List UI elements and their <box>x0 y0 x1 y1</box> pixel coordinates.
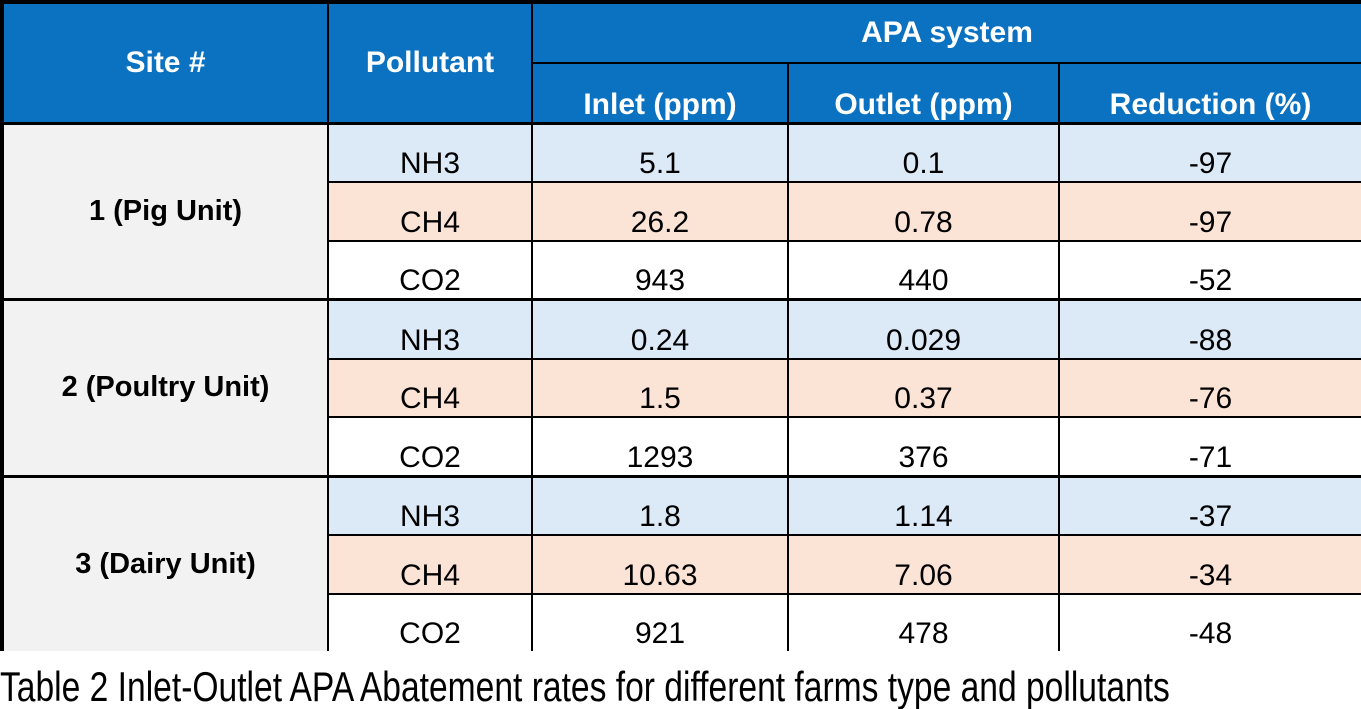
reduction-value-cell: -88 <box>1058 298 1361 360</box>
header-row-sub: Inlet (ppm) Outlet (ppm) Reduction (%) <box>2 62 1361 125</box>
pollutant-cell: NH3 <box>327 298 533 360</box>
reduction-value-cell: -48 <box>1058 592 1361 654</box>
table-row: CH4 1.5 0.37 -76 <box>2 357 1361 419</box>
table-row: CH4 26.2 0.78 -97 <box>2 181 1361 242</box>
outlet-value-cell: 7.06 <box>787 534 1060 595</box>
table-body: 1 (Pig Unit) NH3 5.1 0.1 -97 CH4 26.2 0.… <box>1 121 1361 654</box>
outlet-value-cell: 1.14 <box>787 474 1060 537</box>
inlet-value-cell: 1.8 <box>531 474 789 537</box>
header-outlet: Outlet (ppm) <box>787 62 1060 125</box>
reduction-value-cell: -97 <box>1058 122 1361 184</box>
header-site: Site # <box>1 1 329 125</box>
reduction-value-cell: -52 <box>1058 239 1361 301</box>
table-row: 3 (Dairy Unit) NH3 1.8 1.14 -37 <box>1 474 1361 654</box>
pollutant-cell: NH3 <box>327 474 533 537</box>
inlet-value-cell: 5.1 <box>531 122 789 184</box>
reduction-value-cell: -34 <box>1058 534 1361 595</box>
header-inlet: Inlet (ppm) <box>531 62 789 125</box>
pollutant-cell: CH4 <box>327 534 533 595</box>
table-row: CO2 943 440 -52 <box>2 239 1361 301</box>
table-row: CO2 1293 376 -71 <box>2 416 1361 478</box>
inlet-value-cell: 943 <box>531 239 789 301</box>
header-apa-system: APA system <box>531 1 1361 64</box>
pollutant-cell: CO2 <box>327 416 533 478</box>
pollutant-cell: CH4 <box>327 357 533 419</box>
inlet-value-cell: 0.24 <box>531 298 789 360</box>
outlet-value-cell: 440 <box>787 239 1060 301</box>
table-caption-text: Table 2 Inlet-Outlet APA Abatement rates… <box>0 663 1170 709</box>
pollutant-cell: CO2 <box>327 592 533 654</box>
header-reduction: Reduction (%) <box>1058 62 1361 125</box>
table-header: Site # Pollutant APA system Inlet (ppm) … <box>1 1 1361 125</box>
outlet-value-cell: 0.1 <box>787 122 1060 184</box>
site-label-cell: 2 (Poultry Unit) <box>1 298 329 478</box>
outlet-value-cell: 0.37 <box>787 357 1060 419</box>
reduction-value-cell: -71 <box>1058 416 1361 478</box>
inlet-value-cell: 1293 <box>531 416 789 478</box>
reduction-value-cell: -76 <box>1058 357 1361 419</box>
data-table: Site # Pollutant APA system Inlet (ppm) … <box>0 0 1361 654</box>
header-row-top: Site # Pollutant APA system <box>1 1 1361 125</box>
table-caption: Table 2 Inlet-Outlet APA Abatement rates… <box>0 651 1361 709</box>
site-label-cell: 1 (Pig Unit) <box>1 121 329 301</box>
table-row: 1 (Pig Unit) NH3 5.1 0.1 -97 <box>1 121 1361 301</box>
pollutant-cell: CO2 <box>327 239 533 301</box>
reduction-value-cell: -97 <box>1058 181 1361 242</box>
header-pollutant: Pollutant <box>327 1 533 125</box>
outlet-value-cell: 0.029 <box>787 298 1060 360</box>
outlet-value-cell: 478 <box>787 592 1060 654</box>
table-row: CO2 921 478 -48 <box>2 592 1361 654</box>
reduction-value-cell: -37 <box>1058 474 1361 537</box>
pollutant-cell: CH4 <box>327 181 533 242</box>
site-label-cell: 3 (Dairy Unit) <box>1 474 329 654</box>
pollutant-cell: NH3 <box>327 122 533 184</box>
outlet-value-cell: 376 <box>787 416 1060 478</box>
table-row: CH4 10.63 7.06 -34 <box>2 534 1361 595</box>
outlet-value-cell: 0.78 <box>787 181 1060 242</box>
table-row: 2 (Poultry Unit) NH3 0.24 0.029 -88 <box>1 298 1361 478</box>
inlet-value-cell: 26.2 <box>531 181 789 242</box>
inlet-value-cell: 921 <box>531 592 789 654</box>
inlet-value-cell: 1.5 <box>531 357 789 419</box>
inlet-value-cell: 10.63 <box>531 534 789 595</box>
